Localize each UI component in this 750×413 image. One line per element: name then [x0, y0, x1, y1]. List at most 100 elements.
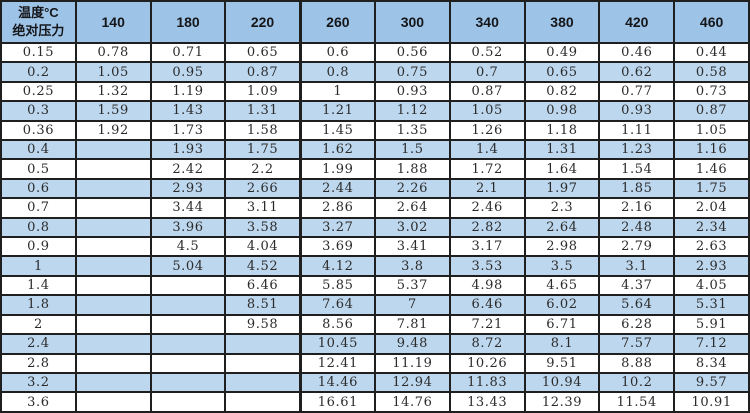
value-cell: 4.37 — [598, 274, 676, 297]
value-cell: 7.64 — [299, 294, 376, 316]
value-cell: 3.44 — [149, 197, 227, 219]
value-cell: 2.48 — [598, 216, 676, 239]
value-cell: 3.02 — [373, 216, 451, 239]
value-cell: 7.57 — [598, 333, 676, 355]
value-cell — [74, 255, 152, 277]
value-cell: 10.91 — [673, 391, 750, 413]
column-header: 180 — [149, 0, 227, 44]
value-cell: 0.7 — [448, 61, 526, 83]
value-cell: 2.44 — [299, 177, 376, 200]
value-cell: 1 — [299, 80, 376, 103]
value-cell: 0.8 — [299, 61, 376, 83]
table-row: 2 9.58 8.56 7.81 7.21 6.71 6.28 5.91 — [0, 313, 750, 336]
value-cell: 1.31 — [224, 100, 302, 122]
value-cell: 0.65 — [224, 41, 302, 64]
value-cell: 1.54 — [598, 158, 676, 180]
value-cell: 11.19 — [373, 352, 451, 374]
corner-header: 温度°C 绝对压力 — [0, 0, 77, 44]
table-row: 2.8 12.41 11.19 10.26 9.51 8.88 8.34 — [0, 352, 750, 374]
value-cell: 1.05 — [448, 100, 526, 122]
value-cell — [149, 352, 227, 374]
value-cell — [74, 236, 152, 258]
value-cell: 2.79 — [598, 236, 676, 258]
table-body: 0.15 0.78 0.71 0.65 0.6 0.56 0.52 0.49 0.46 0.44 0… — [0, 41, 750, 413]
value-cell: 16.61 — [299, 391, 376, 413]
corner-pressure-label: 绝对压力 — [12, 23, 65, 38]
value-cell: 0.62 — [598, 61, 676, 83]
column-header: 340 — [448, 0, 526, 44]
value-cell: 5.37 — [373, 274, 451, 297]
value-cell: 1.4 — [448, 139, 526, 161]
value-cell: 2.1 — [448, 177, 526, 200]
value-cell: 1.64 — [523, 158, 601, 180]
value-cell: 1.45 — [299, 119, 376, 142]
value-cell: 11.83 — [448, 371, 526, 394]
value-cell: 1.58 — [224, 119, 302, 142]
row-header: 1.8 — [0, 294, 77, 316]
value-cell — [74, 352, 152, 374]
value-cell: 1.35 — [373, 119, 451, 142]
value-cell: 3.53 — [448, 255, 526, 277]
column-header: 300 — [373, 0, 451, 44]
value-cell: 1.21 — [299, 100, 376, 122]
value-cell — [74, 371, 152, 394]
value-cell: 3.5 — [523, 255, 601, 277]
value-cell — [74, 139, 152, 161]
table-row: 0.15 0.78 0.71 0.65 0.6 0.56 0.52 0.49 0.46 0.44 — [0, 41, 750, 64]
value-cell — [224, 352, 302, 374]
column-header: 260 — [299, 0, 376, 44]
value-cell: 2.42 — [149, 158, 227, 180]
value-cell: 3.69 — [299, 236, 376, 258]
value-cell: 2.86 — [299, 197, 376, 219]
value-cell: 3.27 — [299, 216, 376, 239]
value-cell: 7.81 — [373, 313, 451, 336]
column-header: 380 — [523, 0, 601, 44]
value-cell: 2.82 — [448, 216, 526, 239]
value-cell: 6.71 — [523, 313, 601, 336]
value-cell: 1.32 — [74, 80, 152, 103]
corner-temperature-label: 温度°C — [18, 4, 59, 20]
value-cell: 9.58 — [224, 313, 302, 336]
value-cell — [74, 216, 152, 239]
value-cell: 8.51 — [224, 294, 302, 316]
value-cell: 0.95 — [149, 61, 227, 83]
value-cell: 10.45 — [299, 333, 376, 355]
row-header: 0.8 — [0, 216, 77, 239]
row-header: 0.4 — [0, 139, 77, 161]
value-cell — [74, 158, 152, 180]
value-cell: 0.78 — [74, 41, 152, 64]
table-row: 0.7 3.44 3.11 2.86 2.64 2.46 2.3 2.16 2.04 — [0, 197, 750, 219]
table-row: 1.8 8.51 7.64 7 6.46 6.02 5.64 5.31 — [0, 294, 750, 316]
table-row: 0.5 2.42 2.2 1.99 1.88 1.72 1.64 1.54 1.46 — [0, 158, 750, 180]
value-cell: 2.98 — [523, 236, 601, 258]
table-row: 3.2 14.46 12.94 11.83 10.94 10.2 9.57 — [0, 371, 750, 394]
column-header: 460 — [673, 0, 750, 44]
value-cell: 1.05 — [74, 61, 152, 83]
value-cell — [149, 274, 227, 297]
row-header: 3.2 — [0, 371, 77, 394]
value-cell — [74, 197, 152, 219]
table-row: 1 5.04 4.52 4.12 3.8 3.53 3.5 3.1 2.93 — [0, 255, 750, 277]
value-cell: 2.66 — [224, 177, 302, 200]
value-cell: 0.82 — [523, 80, 601, 103]
value-cell: 9.48 — [373, 333, 451, 355]
value-cell — [224, 391, 302, 413]
table-header: 温度°C 绝对压力 140 180 220 260 300 340 380 420 460 — [0, 0, 750, 44]
value-cell: 5.64 — [598, 294, 676, 316]
value-cell: 14.46 — [299, 371, 376, 394]
value-cell: 1.46 — [673, 158, 750, 180]
table-row: 0.3 1.59 1.43 1.31 1.21 1.12 1.05 0.98 0.93 0.87 — [0, 100, 750, 122]
value-cell: 1.75 — [673, 177, 750, 200]
value-cell: 1.72 — [448, 158, 526, 180]
value-cell: 0.87 — [448, 80, 526, 103]
value-cell: 0.44 — [673, 41, 750, 64]
value-cell: 8.56 — [299, 313, 376, 336]
row-header: 0.25 — [0, 80, 77, 103]
value-cell: 2.16 — [598, 197, 676, 219]
value-cell — [149, 313, 227, 336]
value-cell: 1.31 — [523, 139, 601, 161]
value-cell: 4.05 — [673, 274, 750, 297]
value-cell: 11.54 — [598, 391, 676, 413]
value-cell: 5.04 — [149, 255, 227, 277]
value-cell: 1.18 — [523, 119, 601, 142]
